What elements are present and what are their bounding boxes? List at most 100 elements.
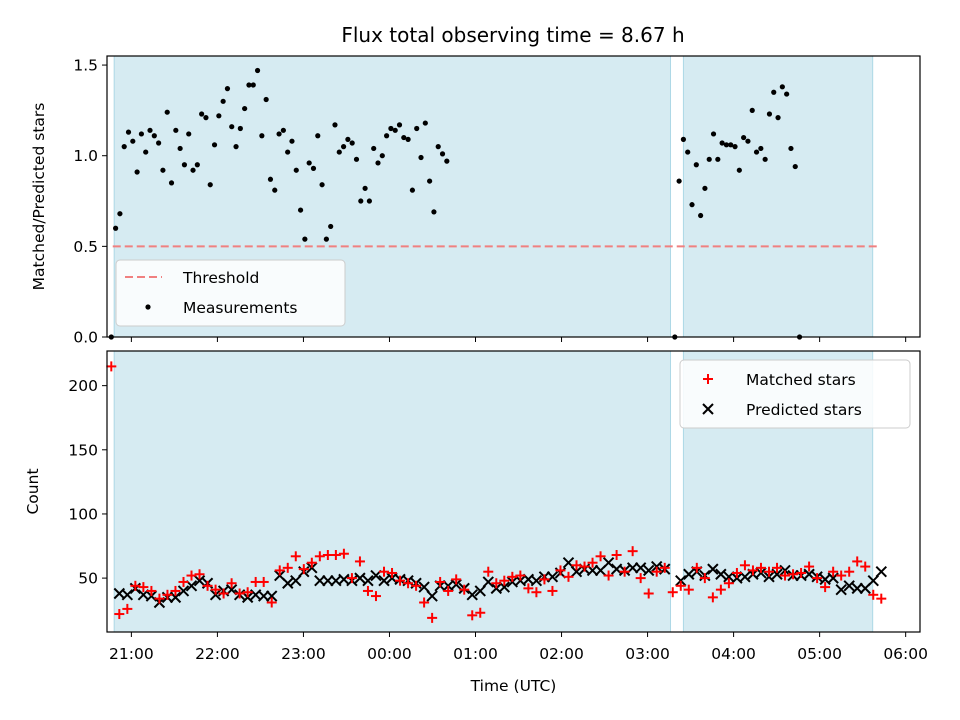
legend-predicted-label: Predicted stars (746, 401, 862, 419)
predicted-star-marker (675, 574, 687, 587)
predicted-star-marker (570, 565, 583, 578)
measurement-point (766, 111, 773, 117)
measurement-point (745, 138, 751, 144)
measurement-point (151, 133, 157, 139)
top-axes-frame (106, 55, 921, 338)
measurement-point (336, 149, 342, 155)
matched-star-marker (852, 556, 863, 567)
y-tick-label: 150 (68, 441, 98, 459)
matched-star-marker (290, 551, 301, 562)
matched-star-marker (555, 565, 566, 576)
measurement-point (259, 133, 265, 139)
y-tick-label: 1.5 (73, 57, 98, 75)
measurement-point (784, 91, 790, 97)
matched-star-marker (659, 562, 670, 573)
matched-star-marker (731, 567, 742, 578)
matched-star-marker (763, 566, 774, 577)
measurement-point (715, 156, 721, 162)
predicted-star-marker (650, 560, 663, 573)
top-y-axis-label: Matched/Predicted stars (30, 103, 48, 291)
y-tick-label: 0.5 (73, 238, 98, 256)
predicted-star-marker (763, 571, 775, 583)
measurement-point (130, 138, 136, 144)
measurement-point (723, 142, 730, 148)
legend-box (679, 359, 911, 429)
matched-star-marker (860, 561, 871, 572)
matched-star-marker (354, 556, 365, 567)
matched-star-marker (651, 566, 662, 577)
legend-matched-label: Matched stars (746, 371, 856, 389)
measurement-point (741, 134, 747, 141)
matched-star-marker (427, 612, 438, 623)
predicted-star-marker (634, 562, 647, 574)
matched-star-marker (507, 571, 518, 582)
predicted-star-marker (290, 574, 302, 587)
measurement-points (108, 67, 803, 340)
predicted-star-marker (482, 576, 494, 588)
x-tick-label: 03:00 (625, 645, 670, 663)
predicted-star-marker (602, 557, 615, 569)
measurement-point (392, 127, 398, 133)
chart-title: Flux total observing time = 8.67 h (341, 23, 684, 47)
measurement-point (164, 109, 170, 115)
predicted-star-marker (354, 572, 366, 584)
y-tick-label: 100 (68, 505, 98, 523)
measurement-point (405, 136, 411, 142)
matched-star-marker (122, 603, 133, 614)
matched-star-marker (298, 564, 309, 575)
matched-star-marker (266, 597, 277, 608)
matched-star-marker (611, 550, 622, 561)
measurement-point (267, 176, 274, 182)
measurement-point (779, 84, 785, 90)
measurement-point (250, 82, 256, 88)
matched-star-marker (780, 570, 791, 581)
measurement-point (246, 82, 252, 88)
matched-star-marker (395, 575, 406, 586)
matched-star-marker (587, 557, 598, 568)
matched-star-marker (234, 588, 245, 599)
matched-star-marker (330, 550, 341, 561)
y-tick-label: 0.0 (73, 329, 98, 347)
y-tick-label: 1.0 (73, 147, 98, 165)
measurement-point (276, 131, 282, 137)
measurement-point (384, 133, 390, 139)
predicted-star-marker (121, 589, 134, 601)
predicted-star-marker (683, 568, 695, 580)
x-tick-label: 00:00 (367, 645, 412, 663)
measurement-point (293, 167, 299, 173)
matched-star-marker (154, 593, 165, 604)
measurement-point (358, 198, 364, 204)
matched-star-marker (475, 607, 486, 618)
bottom-axes-frame (106, 350, 921, 633)
matched-star-marker (282, 562, 293, 573)
matched-star-marker (635, 573, 646, 584)
matched-star-marker (130, 580, 141, 591)
measurement-point (414, 125, 420, 132)
matched-star-marker (178, 576, 189, 587)
y-tick-label: 50 (78, 570, 98, 588)
matched-star-marker (812, 573, 823, 584)
measurement-point (349, 140, 355, 146)
measurement-point (199, 111, 205, 117)
matched-star-marker (483, 566, 494, 577)
measurement-point (753, 149, 760, 155)
matched-star-marker (362, 585, 373, 596)
matched-star-marker (723, 578, 734, 589)
matched-star-marker (379, 566, 390, 577)
matched-star-marker (539, 574, 550, 585)
matched-star-marker (346, 573, 357, 584)
x-tick-label: 05:00 (797, 645, 842, 663)
predicted-star-marker (418, 581, 430, 593)
measurement-point (698, 212, 704, 219)
matched-star-marker (619, 566, 630, 577)
matched-star-marker (563, 571, 574, 582)
measurement-point (375, 160, 381, 166)
measurement-point (173, 127, 179, 133)
predicted-star-marker (266, 590, 278, 602)
x-tick-label: 21:00 (109, 645, 154, 663)
matched-star-marker (274, 565, 285, 576)
matched-star-marker (844, 566, 855, 577)
measurement-point (117, 211, 123, 217)
measurement-point (409, 187, 416, 193)
predicted-star-marker (474, 585, 486, 597)
